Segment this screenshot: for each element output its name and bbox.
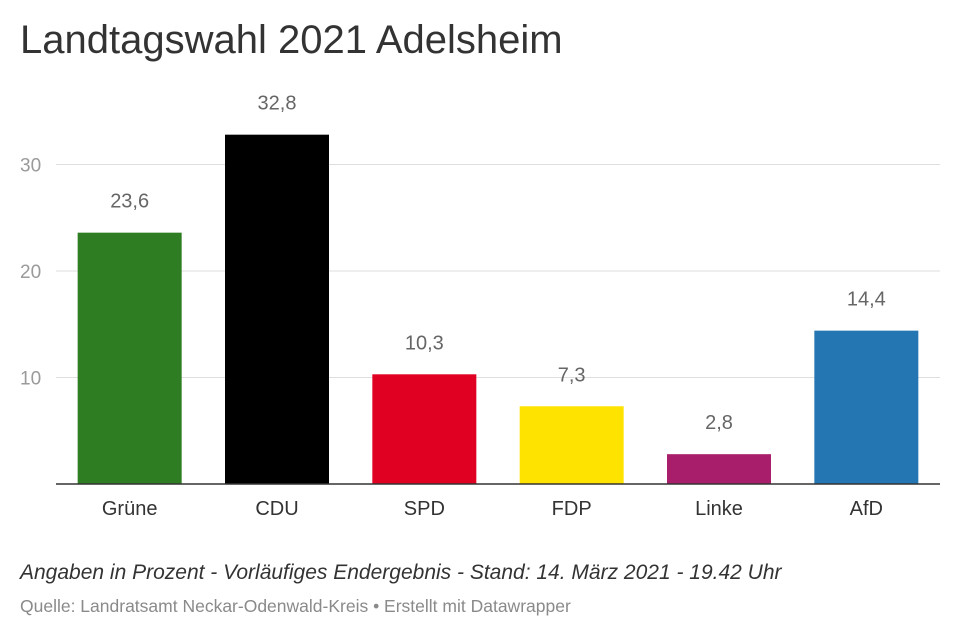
bar (814, 330, 919, 484)
category-label: CDU (255, 498, 298, 520)
bar-chart: 10 20 30 23,6 32,8 10,3 7,3 2,8 14,4 Grüne CDU SP… (20, 93, 940, 520)
value-labels: 23,6 32,8 10,3 7,3 2,8 14,4 (110, 93, 886, 434)
y-tick-label: 10 (20, 369, 41, 390)
bar (667, 454, 771, 484)
bar-value-label: 32,8 (258, 93, 297, 115)
category-label: SPD (404, 498, 445, 520)
y-axis-ticks: 10 20 30 (20, 156, 41, 390)
category-labels: Grüne CDU SPD FDP Linke AfD (102, 498, 883, 520)
chart-title: Landtagswahl 2021 Adelsheim (20, 18, 563, 62)
chart-notes: Angaben in Prozent - Vorläufiges Enderge… (20, 561, 782, 584)
category-label: Grüne (102, 498, 158, 520)
bar (225, 134, 329, 484)
category-label: FDP (552, 498, 592, 520)
bar (519, 406, 624, 484)
bar-value-label: 10,3 (405, 332, 444, 354)
bar (77, 232, 182, 484)
bar-value-label: 2,8 (705, 412, 733, 434)
bar-value-label: 23,6 (110, 191, 149, 213)
gridlines (56, 164, 940, 378)
y-tick-label: 30 (20, 156, 41, 177)
bar (372, 374, 477, 484)
bars (77, 134, 919, 484)
chart-source: Quelle: Landratsamt Neckar-Odenwald-Krei… (20, 596, 571, 616)
y-tick-label: 20 (20, 262, 41, 283)
category-label: AfD (850, 498, 883, 520)
bar-value-label: 14,4 (847, 289, 886, 311)
category-label: Linke (695, 498, 743, 520)
bar-value-label: 7,3 (558, 364, 586, 386)
